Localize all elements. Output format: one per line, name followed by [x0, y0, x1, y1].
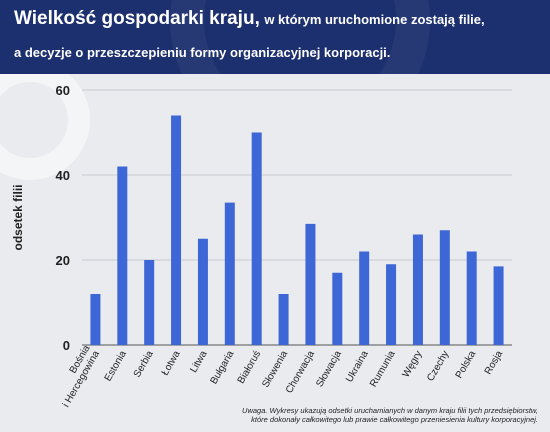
x-tick-label: Ukraina: [344, 349, 371, 385]
x-tick-label: Bułgaria: [209, 349, 237, 387]
bar: [493, 266, 504, 345]
bar: [386, 264, 397, 345]
bar: [439, 230, 450, 345]
y-tick-label: 0: [63, 338, 70, 353]
bar: [412, 234, 423, 345]
x-tick-label: Litwa: [188, 349, 209, 375]
banner-decoration: [170, 0, 430, 74]
footnote-line-1: Uwaga. Wykresy ukazują odsetki uruchamia…: [242, 406, 538, 415]
title-line-1: Wielkość gospodarki kraju, w którym uruc…: [14, 8, 485, 30]
title-banner: Wielkość gospodarki kraju, w którym uruc…: [0, 0, 550, 74]
bar: [278, 294, 289, 345]
bar: [332, 272, 343, 345]
x-tick-label: Bośniai Hercegowina: [51, 343, 102, 409]
x-tick-label: Węgry: [401, 349, 425, 380]
bar: [251, 132, 262, 345]
x-tick-label: Łotwa: [160, 349, 183, 378]
bar: [197, 238, 208, 345]
bar: [224, 202, 235, 345]
y-axis-label: odsetek filii: [11, 184, 25, 250]
bar: [144, 260, 155, 345]
x-tick-label: Polska: [454, 349, 479, 381]
bar: [117, 166, 128, 345]
x-tick-label: Rosja: [483, 349, 506, 377]
x-tick-label: Słowacja: [314, 349, 344, 390]
bar: [359, 251, 370, 345]
footnote-line-2: które dokonały całkowitego lub prawie ca…: [251, 415, 538, 424]
x-tick-label: Słowenia: [260, 349, 290, 390]
bar: [305, 223, 316, 345]
x-tick-label: Czechy: [425, 349, 451, 383]
title-main: Wielkość gospodarki kraju,: [14, 8, 260, 29]
bar: [90, 294, 101, 345]
x-tick-label: Serbia: [132, 349, 156, 380]
title-line-2: a decyzje o przeszczepieniu formy organi…: [14, 45, 391, 60]
x-tick-label: Białoruś: [236, 349, 264, 386]
y-tick-label: 20: [56, 253, 70, 268]
footnote: Uwaga. Wykresy ukazują odsetki uruchamia…: [242, 406, 538, 424]
x-tick-label: Estonia: [103, 349, 129, 384]
x-tick-label: Rumunia: [368, 349, 398, 390]
bar: [466, 251, 477, 345]
y-tick-label: 60: [56, 83, 70, 98]
bar: [171, 115, 182, 345]
y-tick-label: 40: [56, 168, 70, 183]
title-rest: w którym uruchomione zostają filie,: [264, 12, 485, 27]
